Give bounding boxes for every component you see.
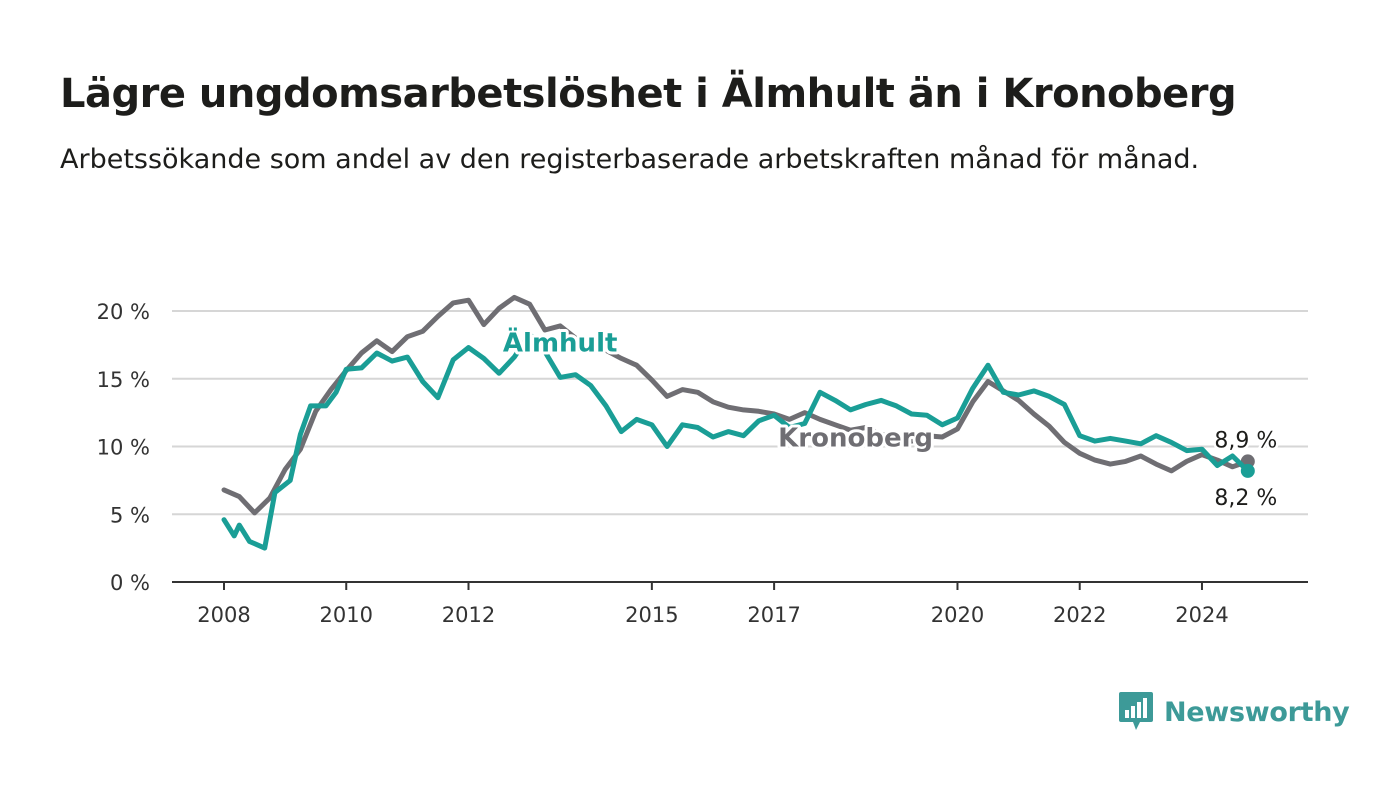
chart-subtitle: Arbetssökande som andel av den registerb… — [60, 144, 1200, 175]
brand-name: Newsworthy — [1164, 696, 1350, 728]
y-tick-label: 5 % — [110, 503, 150, 527]
x-tick-label: 2012 — [442, 603, 495, 627]
series-end-point — [1240, 463, 1255, 478]
series-label: Kronoberg — [778, 424, 933, 454]
end-value-label: 8,2 % — [1214, 486, 1277, 511]
x-axis-labels: 2008 2010 2012 2015 2017 2020 2022 2024 — [197, 582, 1229, 627]
x-tick-label: 2020 — [931, 603, 984, 627]
y-tick-label: 10 % — [97, 436, 150, 460]
y-tick-label: 15 % — [97, 368, 150, 392]
series-line — [221, 331, 1251, 551]
x-tick-label: 2024 — [1175, 603, 1228, 627]
chart-title: Lägre ungdomsarbetslöshet i Älmhult än i… — [60, 71, 1237, 117]
gridlines — [172, 310, 1308, 516]
y-tick-label: 0 % — [110, 571, 150, 595]
series-labels: Älmhult Kronoberg 8,9 % 8,2 % — [500, 324, 1280, 514]
series-line — [221, 294, 1251, 516]
x-tick-label: 2017 — [747, 603, 800, 627]
series-label: Älmhult — [503, 327, 618, 359]
series-lines — [221, 294, 1255, 551]
end-value-label: 8,9 % — [1214, 428, 1277, 453]
y-axis-labels: 0 % 5 % 10 % 15 % 20 % — [97, 300, 150, 595]
y-tick-label: 20 % — [97, 300, 150, 324]
x-tick-label: 2022 — [1053, 603, 1106, 627]
x-tick-label: 2010 — [320, 603, 373, 627]
x-tick-label: 2015 — [625, 603, 678, 627]
x-tick-label: 2008 — [197, 603, 250, 627]
newsworthy-logo-icon — [1119, 692, 1153, 730]
newsworthy-logo[interactable]: Newsworthy — [1118, 690, 1350, 734]
